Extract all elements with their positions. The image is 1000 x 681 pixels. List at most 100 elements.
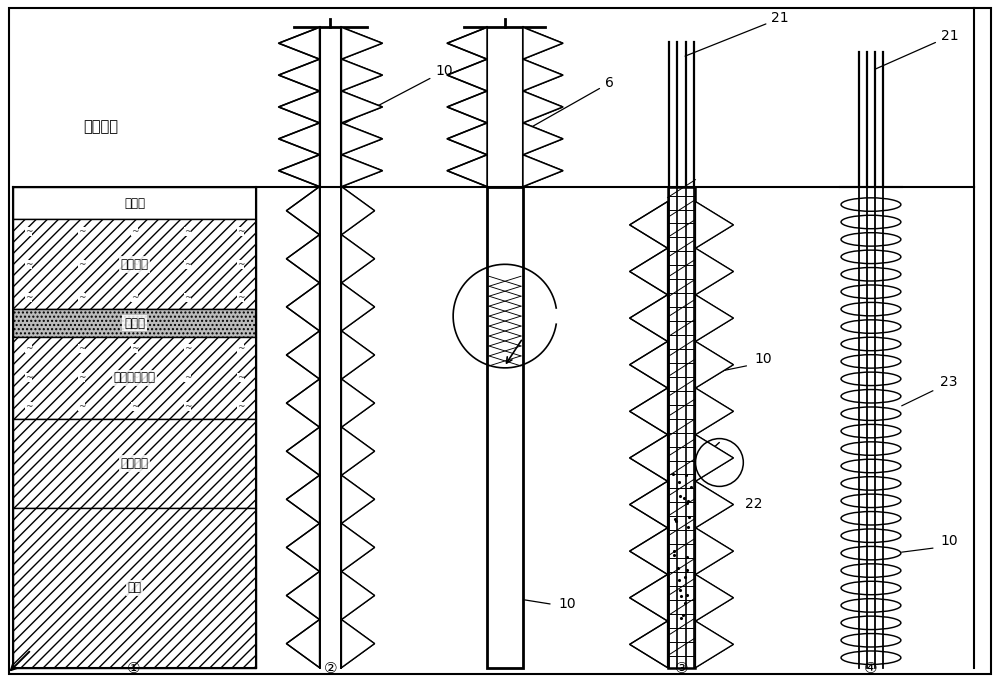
Polygon shape bbox=[695, 621, 733, 667]
Polygon shape bbox=[341, 155, 382, 187]
Polygon shape bbox=[341, 524, 375, 571]
Polygon shape bbox=[695, 248, 733, 295]
Text: ~: ~ bbox=[131, 260, 138, 269]
Polygon shape bbox=[630, 295, 668, 341]
Polygon shape bbox=[695, 295, 733, 341]
Polygon shape bbox=[630, 434, 668, 481]
Text: ~: ~ bbox=[25, 260, 32, 269]
Polygon shape bbox=[341, 91, 382, 123]
Polygon shape bbox=[630, 575, 668, 621]
Text: ~: ~ bbox=[237, 260, 244, 269]
Text: ~: ~ bbox=[184, 402, 191, 411]
Text: ~: ~ bbox=[184, 260, 191, 269]
Polygon shape bbox=[279, 123, 320, 155]
Text: 粉质粘土: 粉质粘土 bbox=[121, 457, 149, 470]
Text: 21: 21 bbox=[876, 29, 958, 69]
Text: 粉细沙: 粉细沙 bbox=[124, 317, 145, 330]
Polygon shape bbox=[341, 427, 375, 475]
Polygon shape bbox=[341, 283, 375, 331]
Text: ~: ~ bbox=[131, 373, 138, 382]
Polygon shape bbox=[341, 123, 382, 155]
Text: 10: 10 bbox=[940, 534, 958, 548]
Text: ~: ~ bbox=[25, 345, 32, 353]
Polygon shape bbox=[447, 155, 487, 187]
Polygon shape bbox=[523, 155, 563, 187]
Polygon shape bbox=[341, 331, 375, 379]
Text: ~: ~ bbox=[25, 373, 32, 382]
Text: 6: 6 bbox=[525, 76, 614, 131]
Polygon shape bbox=[341, 571, 375, 620]
Polygon shape bbox=[695, 481, 733, 528]
Text: 21: 21 bbox=[685, 12, 789, 56]
Polygon shape bbox=[695, 434, 733, 481]
Text: ~: ~ bbox=[237, 293, 244, 302]
Polygon shape bbox=[695, 575, 733, 621]
Polygon shape bbox=[630, 248, 668, 295]
Polygon shape bbox=[341, 475, 375, 524]
Polygon shape bbox=[286, 379, 320, 427]
Text: ②: ② bbox=[324, 661, 337, 676]
Text: ~: ~ bbox=[25, 227, 32, 236]
Text: 10: 10 bbox=[344, 64, 453, 123]
Bar bbox=[668, 187, 695, 667]
Polygon shape bbox=[447, 27, 487, 59]
Bar bbox=[13, 508, 256, 667]
Text: ~: ~ bbox=[131, 402, 138, 411]
Text: ~: ~ bbox=[184, 293, 191, 302]
Polygon shape bbox=[695, 528, 733, 575]
Bar bbox=[13, 309, 256, 337]
Polygon shape bbox=[630, 481, 668, 528]
Text: ~: ~ bbox=[78, 260, 85, 269]
Polygon shape bbox=[341, 27, 382, 59]
Text: ~: ~ bbox=[131, 293, 138, 302]
Polygon shape bbox=[695, 388, 733, 434]
Text: 淤质粘土: 淤质粘土 bbox=[121, 258, 149, 271]
Polygon shape bbox=[286, 620, 320, 667]
Polygon shape bbox=[286, 427, 320, 475]
Text: 地质剖面: 地质剖面 bbox=[84, 119, 119, 134]
Text: ~: ~ bbox=[184, 227, 191, 236]
Text: 22: 22 bbox=[745, 497, 762, 511]
Polygon shape bbox=[279, 27, 320, 59]
Polygon shape bbox=[341, 620, 375, 667]
Polygon shape bbox=[341, 187, 375, 235]
Text: ~: ~ bbox=[131, 227, 138, 236]
Polygon shape bbox=[695, 202, 733, 248]
Bar bbox=[487, 187, 523, 667]
Polygon shape bbox=[630, 621, 668, 667]
Polygon shape bbox=[523, 91, 563, 123]
Polygon shape bbox=[341, 235, 375, 283]
Text: ~: ~ bbox=[25, 293, 32, 302]
Polygon shape bbox=[447, 59, 487, 91]
Polygon shape bbox=[447, 91, 487, 123]
Polygon shape bbox=[630, 341, 668, 388]
Polygon shape bbox=[341, 379, 375, 427]
Polygon shape bbox=[630, 388, 668, 434]
Text: ~: ~ bbox=[184, 345, 191, 353]
Text: ~: ~ bbox=[78, 227, 85, 236]
Text: 10: 10 bbox=[754, 352, 772, 366]
Text: ①: ① bbox=[127, 661, 141, 676]
Polygon shape bbox=[523, 27, 563, 59]
Bar bbox=[13, 187, 256, 219]
Polygon shape bbox=[279, 59, 320, 91]
Polygon shape bbox=[279, 91, 320, 123]
Polygon shape bbox=[286, 283, 320, 331]
Text: 粘土: 粘土 bbox=[128, 582, 142, 595]
Text: ~: ~ bbox=[78, 293, 85, 302]
Polygon shape bbox=[630, 202, 668, 248]
Text: 素填土: 素填土 bbox=[124, 197, 145, 210]
Bar bbox=[13, 337, 256, 419]
Text: ④: ④ bbox=[864, 661, 878, 676]
Polygon shape bbox=[286, 235, 320, 283]
Polygon shape bbox=[695, 341, 733, 388]
Text: ~: ~ bbox=[78, 373, 85, 382]
Text: ~: ~ bbox=[78, 402, 85, 411]
Polygon shape bbox=[286, 187, 320, 235]
Text: 10: 10 bbox=[558, 597, 576, 611]
Text: 23: 23 bbox=[940, 375, 958, 389]
Polygon shape bbox=[341, 59, 382, 91]
Text: ~: ~ bbox=[237, 227, 244, 236]
Polygon shape bbox=[523, 123, 563, 155]
Text: ~: ~ bbox=[25, 402, 32, 411]
